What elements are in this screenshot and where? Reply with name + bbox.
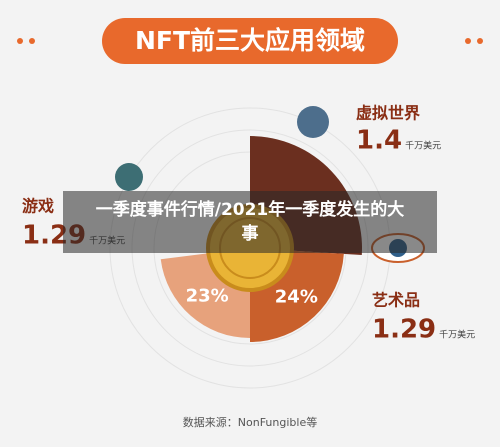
dot bbox=[17, 38, 23, 44]
dot bbox=[465, 38, 471, 44]
amount: 1.4 bbox=[356, 126, 402, 156]
vr-icon bbox=[297, 106, 329, 138]
title-banner bbox=[102, 18, 398, 64]
amount-unit: 千万美元 bbox=[439, 329, 475, 341]
amount: 1.29 bbox=[372, 315, 436, 345]
value-label: 23% bbox=[186, 286, 229, 307]
dot bbox=[477, 38, 483, 44]
dot bbox=[29, 38, 35, 44]
value-label: 24% bbox=[275, 286, 318, 307]
amount-unit: 千万美元 bbox=[405, 140, 441, 152]
chart-title: NFT前三大应用领域 bbox=[135, 26, 365, 55]
category-label: 艺术品 bbox=[372, 291, 420, 310]
gamepad-icon bbox=[115, 163, 143, 191]
caption-overlay: 一季度事件行情/2021年一季度发生的大事 bbox=[63, 191, 437, 253]
source: 数据来源：NonFungible等 bbox=[183, 415, 317, 429]
category-label: 虚拟世界 bbox=[356, 104, 420, 123]
category-label: 游戏 bbox=[22, 197, 54, 216]
